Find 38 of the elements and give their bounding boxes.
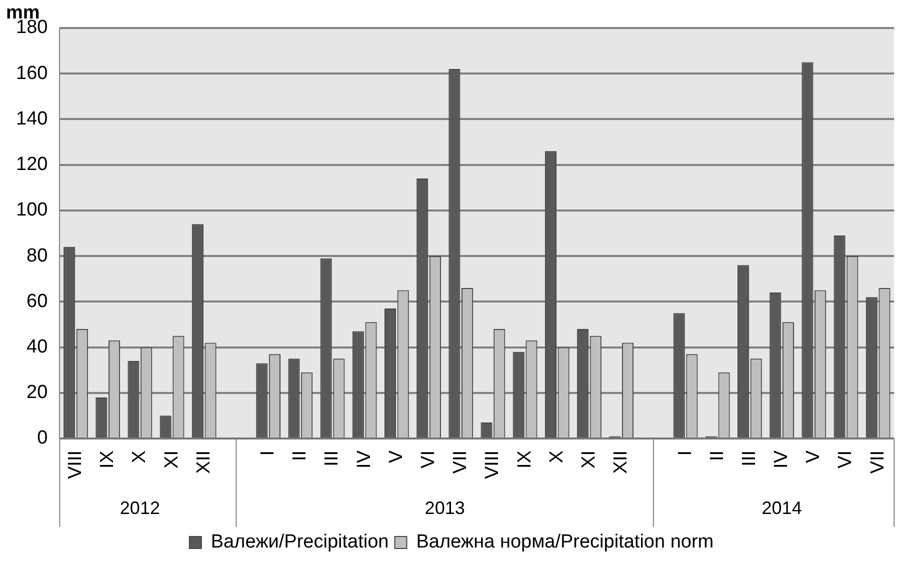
x-tick-label: X [129,450,150,464]
y-tick-label: 160 [16,62,48,84]
x-tick-label: III [738,450,760,466]
text: 2012 [120,498,160,518]
y-tick-label: 80 [26,245,48,266]
text: 2014 [762,498,802,518]
x-tick-label: V [386,450,407,464]
x-tick-label: XI [161,450,182,468]
y-tick-label: 20 [26,382,48,404]
x-tick-label: II [290,450,311,462]
x-tick-label: I [674,450,696,456]
x-tick-label: XI [578,450,600,468]
y-tick-label: 100 [16,200,48,221]
x-tick-label: IV [354,450,375,468]
x-tick-label: VIII [482,450,504,480]
x-tick-label: X [546,450,568,464]
legend-label: Валежи/Precipitation [210,532,389,553]
text: 2013 [424,498,465,518]
y-tick-label: 0 [37,428,48,449]
x-tick-label: I [258,450,279,456]
x-tick-label: III [322,450,343,466]
x-tick-label: VI [418,450,440,468]
x-tick-label: XII [193,450,214,474]
x-tick-label: IX [514,450,536,468]
x-tick-label: VII [867,450,888,474]
x-tick-label: V [803,450,824,464]
y-tick-label: 120 [16,154,48,176]
x-tick-label: IX [97,450,118,468]
x-tick-label: XII [610,450,632,474]
legend-label: Валежна норма/Precipitation norm [416,532,714,553]
x-tick-label: IV [771,450,792,468]
y-tick-label: 140 [16,108,48,130]
y-tick-label: 40 [26,336,48,358]
x-tick-label: VII [450,450,472,474]
y-tick-label: 60 [26,290,48,312]
x-tick-label: VIII [64,450,86,480]
x-tick-label: VI [835,450,856,468]
x-tick-label: II [706,450,728,462]
